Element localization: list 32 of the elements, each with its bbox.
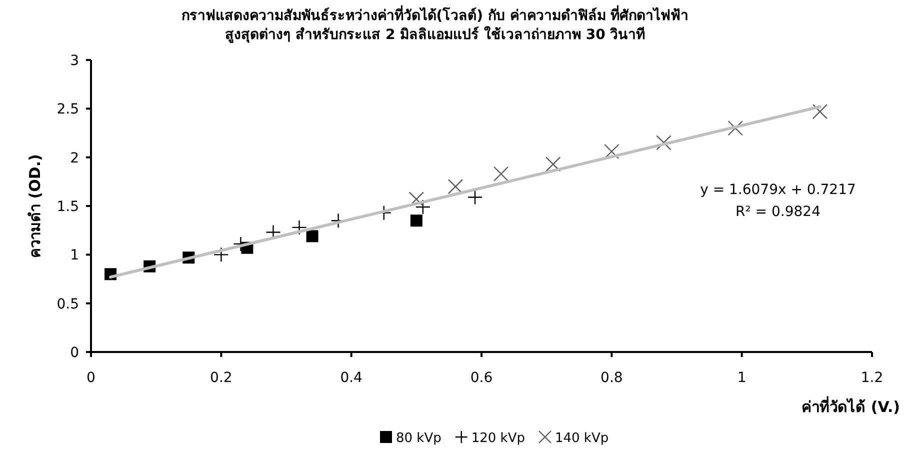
- x-tick-label: 1.2: [860, 370, 884, 386]
- y-tick-label: 2: [70, 150, 79, 166]
- annotation: y = 1.6079x + 0.7217: [700, 182, 856, 198]
- legend-label: 80 kVp: [396, 431, 442, 446]
- y-tick-label: 0.5: [56, 296, 79, 312]
- point: [214, 247, 229, 262]
- legend-label: 140 kVp: [554, 431, 609, 446]
- legend-label: 120 kVp: [471, 431, 525, 446]
- y-tick-label: 3: [70, 53, 79, 69]
- y-tick-label: 2.5: [56, 102, 79, 118]
- point: [812, 104, 828, 120]
- y-axis-title: ความดำ (OD.): [26, 154, 44, 258]
- x-tick-label: 1: [737, 370, 746, 386]
- x-tick-label: 0.6: [470, 370, 493, 386]
- chart-title: กราฟแสดงความสัมพันธ์ระหว่างค่าที่วัดได้(โวลต์) กับ ค่าความดำฟิล์ม ที่ศักดาไฟฟ้า สูงสุดต่างๆ สำหรับกระแส 2 มิลลิแอมแปร์ ใช้เวลาถ่ายภาพ 30 วินาที: [181, 5, 689, 43]
- point: [656, 135, 672, 150]
- point: [415, 199, 431, 215]
- point: [306, 230, 318, 242]
- x-axis-title: ค่าที่วัดได้ (V.): [802, 396, 900, 416]
- point: [410, 214, 422, 227]
- x-tick-label: 0.4: [340, 370, 363, 386]
- point: [292, 220, 307, 236]
- annotation: R² = 0.9824: [736, 204, 821, 220]
- point: [467, 190, 483, 205]
- point: [493, 166, 509, 182]
- x-tick-label: 0: [86, 370, 96, 386]
- y-tick-label: 1: [70, 248, 79, 264]
- x-tick-label: 0.2: [210, 370, 232, 386]
- x-tick-label: 0.8: [600, 370, 623, 386]
- y-tick-label: 0: [70, 345, 79, 361]
- y-tick-label: 1.5: [56, 199, 79, 215]
- point: [728, 120, 743, 136]
